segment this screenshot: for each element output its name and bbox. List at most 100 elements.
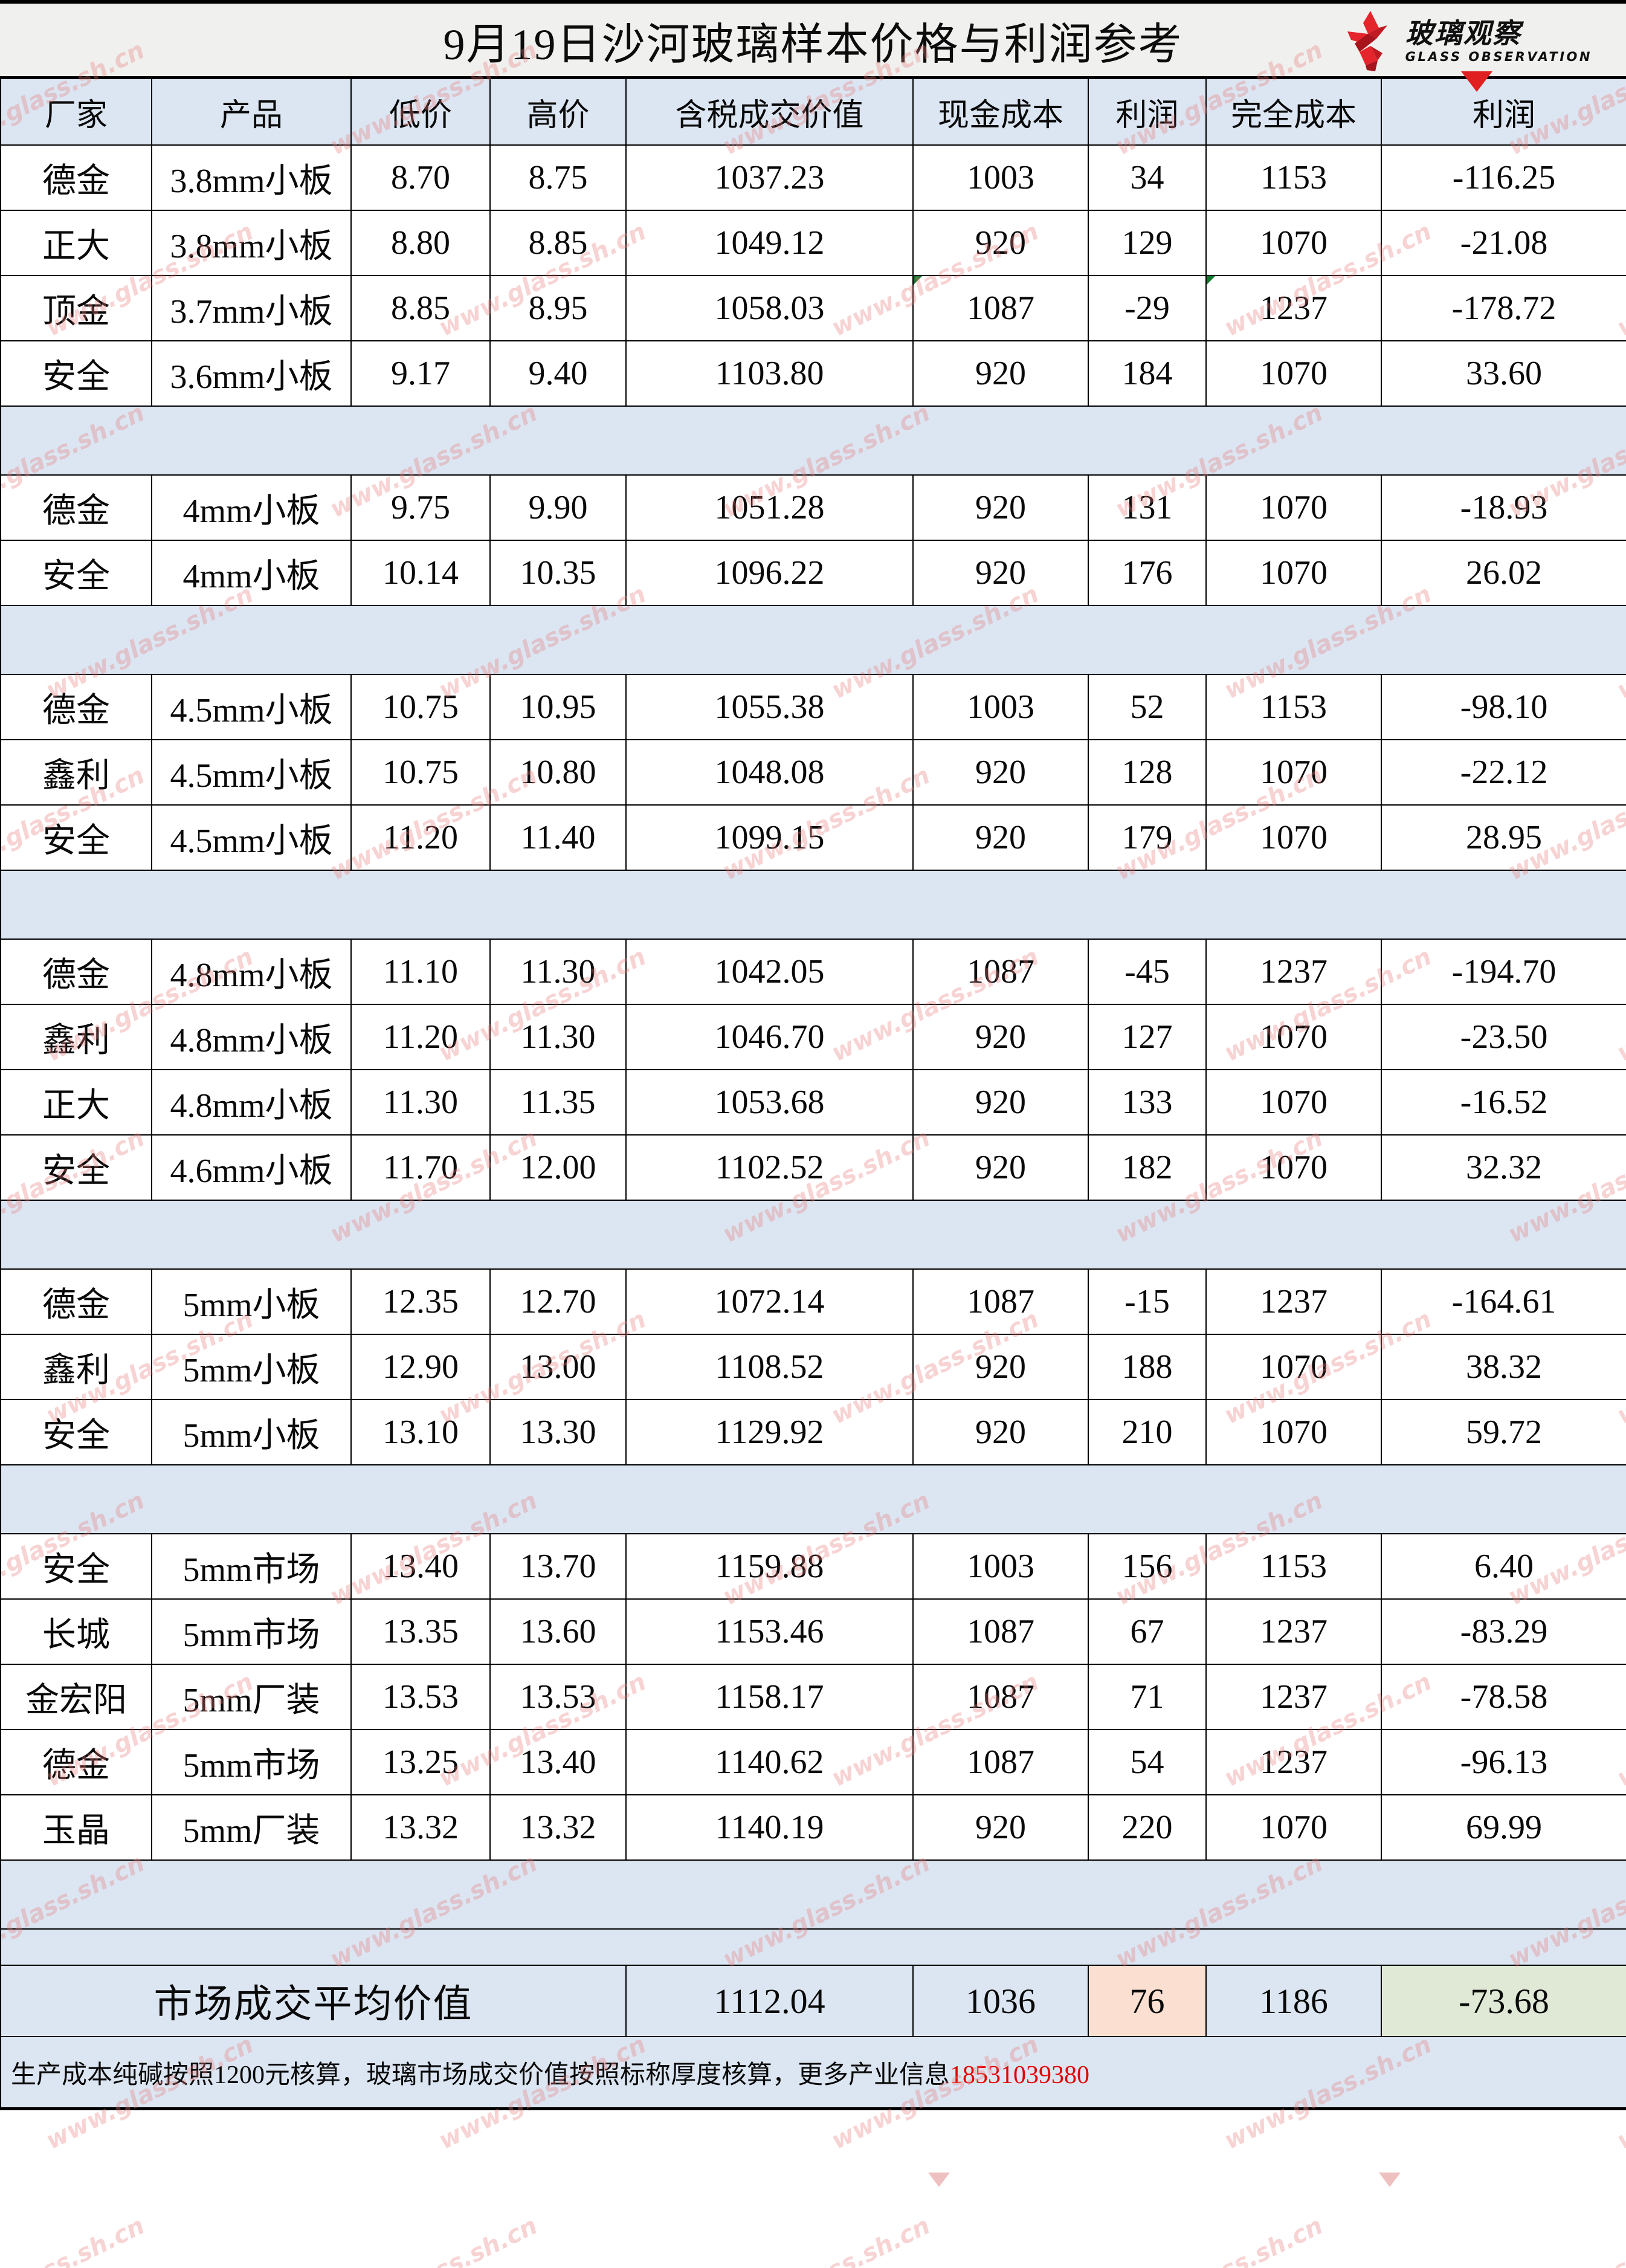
cell-factory: 德金 bbox=[0, 939, 152, 1005]
cell-cash-profit: 54 bbox=[1088, 1729, 1207, 1795]
cell-full-cost: 1070 bbox=[1205, 1004, 1382, 1070]
cell-full-cost: 1070 bbox=[1205, 1134, 1382, 1201]
cell-full-profit: -96.13 bbox=[1381, 1729, 1626, 1795]
cell-high-price: 13.70 bbox=[489, 1533, 627, 1600]
cell-low-price: 13.10 bbox=[350, 1399, 491, 1465]
cell-cash-profit: 127 bbox=[1088, 1004, 1207, 1070]
spacer-cell bbox=[351, 1464, 490, 1534]
cell-cash-cost: 1003 bbox=[912, 1533, 1089, 1600]
cell-product: 5mm小板 bbox=[151, 1399, 352, 1465]
cell-full-cost: 1153 bbox=[1205, 144, 1382, 211]
spacer-cell bbox=[626, 1464, 913, 1534]
cell-high-price: 9.40 bbox=[489, 340, 627, 407]
cell-factory: 德金 bbox=[0, 144, 152, 211]
spacer-cell bbox=[1381, 1928, 1626, 1966]
table-row: 鑫利 4.8mm小板 11.20 11.30 1046.70 920 127 1070 -23.… bbox=[0, 1004, 1626, 1070]
spacer-cell bbox=[626, 1859, 913, 1930]
spacer-cell bbox=[1381, 870, 1626, 940]
cell-full-cost: 1153 bbox=[1205, 1533, 1382, 1600]
cell-product: 4mm小板 bbox=[151, 474, 352, 541]
cell-product: 3.6mm小板 bbox=[151, 340, 352, 407]
cell-cash-profit: 129 bbox=[1088, 210, 1207, 276]
cell-low-price: 13.35 bbox=[350, 1598, 491, 1665]
cell-factory: 金宏阳 bbox=[0, 1664, 152, 1730]
spacer-cell bbox=[152, 405, 351, 476]
spacer-cell bbox=[152, 605, 351, 675]
footnote-cell: 生产成本纯碱按照1200元核算，玻璃市场成交价值按照标称厚度核算，更多产业信息1… bbox=[0, 2036, 1626, 2110]
cell-cash-cost: 1087 bbox=[912, 939, 1089, 1005]
cell-product: 4.8mm小板 bbox=[151, 939, 352, 1005]
column-header-7: 完全成本 bbox=[1205, 77, 1382, 146]
spacer-cell bbox=[351, 1200, 490, 1270]
cell-full-profit: 6.40 bbox=[1381, 1533, 1626, 1600]
cell-cash-profit: 184 bbox=[1088, 340, 1207, 407]
table-row: 安全 4.5mm小板 11.20 11.40 1099.15 920 179 1070 28.9… bbox=[0, 804, 1626, 871]
cell-factory: 安全 bbox=[0, 1134, 152, 1201]
spacer-cell bbox=[1206, 405, 1381, 476]
cell-full-cost: 1237 bbox=[1205, 1598, 1382, 1665]
spacer-cell bbox=[1206, 1928, 1381, 1966]
cell-high-price: 13.32 bbox=[489, 1794, 627, 1861]
cell-factory: 德金 bbox=[0, 1729, 152, 1795]
cell-low-price: 8.85 bbox=[350, 275, 491, 341]
cell-taxed-value: 1055.38 bbox=[625, 674, 914, 740]
cell-high-price: 9.90 bbox=[489, 474, 627, 541]
spacer-cell bbox=[152, 870, 351, 940]
cell-cash-cost: 920 bbox=[912, 804, 1089, 871]
table-row: 德金 3.8mm小板 8.70 8.75 1037.23 1003 34 1153 -116.2… bbox=[0, 144, 1626, 211]
price-table: 厂家 产品 低价 高价 含税成交价值 现金成本 利润 完全成本 利润 德金 3.8mm小板 8.70 8… bbox=[0, 76, 1626, 2110]
cell-full-profit: -116.25 bbox=[1381, 144, 1626, 211]
spacer-cell bbox=[626, 405, 913, 476]
cell-full-profit: -23.50 bbox=[1381, 1004, 1626, 1070]
cell-low-price: 13.53 bbox=[350, 1664, 491, 1730]
pale-arrow-marker-icon bbox=[928, 2173, 950, 2187]
table-row: 德金 4.8mm小板 11.10 11.30 1042.05 1087 -45 1237 -19… bbox=[0, 939, 1626, 1005]
cell-full-cost: 1237 bbox=[1205, 275, 1382, 341]
cell-taxed-value: 1072.14 bbox=[625, 1268, 914, 1335]
cell-product: 4.8mm小板 bbox=[151, 1069, 352, 1136]
spacer-cell bbox=[913, 870, 1088, 940]
spacer-cell bbox=[351, 870, 490, 940]
cell-full-profit: 32.32 bbox=[1381, 1134, 1626, 1201]
spacer-cell bbox=[1381, 1200, 1626, 1270]
cell-product: 5mm市场 bbox=[151, 1598, 352, 1665]
spacer-cell bbox=[490, 1464, 626, 1534]
column-header-4: 含税成交价值 bbox=[625, 77, 914, 146]
spacer-cell bbox=[1381, 605, 1626, 675]
page-title: 9月19日沙河玻璃样本价格与利润参考 bbox=[443, 20, 1183, 69]
spacer-cell bbox=[0, 1464, 152, 1534]
cell-full-cost: 1070 bbox=[1205, 1334, 1382, 1400]
cell-factory: 德金 bbox=[0, 1268, 152, 1335]
cell-cash-profit: 34 bbox=[1088, 144, 1207, 211]
cell-full-profit: 59.72 bbox=[1381, 1399, 1626, 1465]
cell-cash-cost: 920 bbox=[912, 1004, 1089, 1070]
cell-low-price: 13.40 bbox=[350, 1533, 491, 1600]
cell-cash-cost: 1087 bbox=[912, 1268, 1089, 1335]
pre-summary-spacer-row bbox=[0, 1928, 1626, 1966]
spacer-cell bbox=[626, 1200, 913, 1270]
cell-high-price: 13.00 bbox=[489, 1334, 627, 1400]
cell-factory: 鑫利 bbox=[0, 739, 152, 806]
cell-low-price: 11.70 bbox=[350, 1134, 491, 1201]
cell-taxed-value: 1108.52 bbox=[625, 1334, 914, 1400]
cell-cash-profit: -45 bbox=[1088, 939, 1207, 1005]
cell-cash-cost: 1087 bbox=[912, 1729, 1089, 1795]
cell-high-price: 11.30 bbox=[489, 939, 627, 1005]
footnote-phone[interactable]: 18531039380 bbox=[950, 2061, 1090, 2089]
cell-cash-profit: 133 bbox=[1088, 1069, 1207, 1136]
cell-cash-profit: 182 bbox=[1088, 1134, 1207, 1201]
cell-high-price: 13.30 bbox=[489, 1399, 627, 1465]
table-row: 德金 5mm小板 12.35 12.70 1072.14 1087 -15 1237 -164.… bbox=[0, 1268, 1626, 1335]
cell-low-price: 11.20 bbox=[350, 1004, 491, 1070]
spacer-cell bbox=[0, 605, 152, 675]
cell-low-price: 8.80 bbox=[350, 210, 491, 276]
column-header-3: 高价 bbox=[489, 77, 627, 146]
cell-low-price: 10.75 bbox=[350, 674, 491, 740]
cell-full-cost: 1070 bbox=[1205, 739, 1382, 806]
cell-cash-profit: -29 bbox=[1088, 275, 1207, 341]
pale-arrow-marker-icon-2 bbox=[1379, 2173, 1401, 2187]
summary-row: 市场成交平均价值 1112.04 1036 76 1186 -73.68 bbox=[0, 1965, 1626, 2037]
cell-product: 4mm小板 bbox=[151, 540, 352, 606]
cell-low-price: 8.70 bbox=[350, 144, 491, 211]
cell-full-cost: 1070 bbox=[1205, 474, 1382, 541]
